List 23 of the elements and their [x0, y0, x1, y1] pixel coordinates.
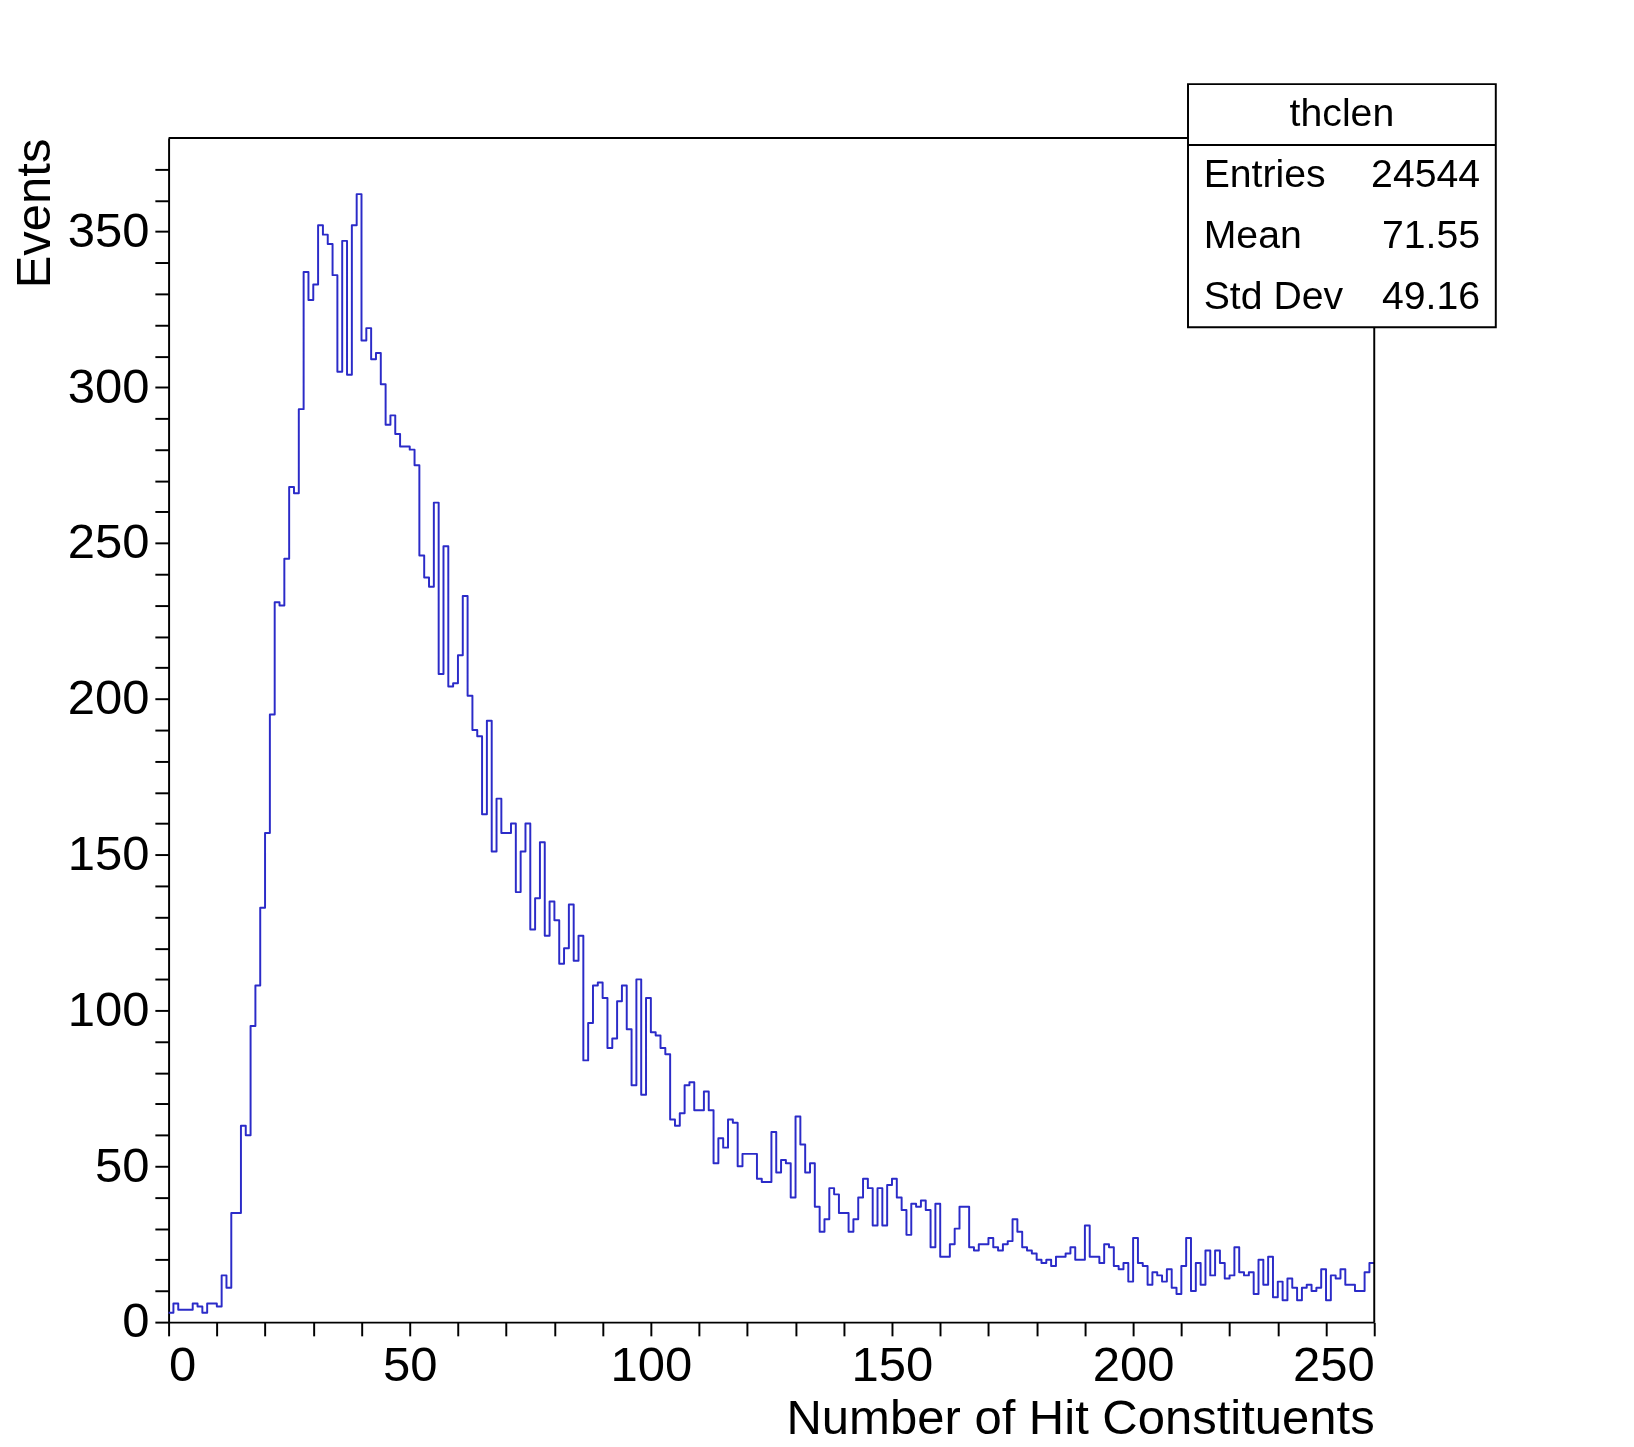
y-tick-label: 200	[67, 670, 150, 725]
y-tick-label: 350	[67, 202, 150, 257]
text: 49.16	[1382, 273, 1481, 317]
x-tick-label: 0	[169, 1337, 197, 1392]
annotation: Std Dev	[1203, 273, 1344, 317]
x-axis-title: Number of Hit Constituents	[786, 1390, 1375, 1445]
x-tick-label: 100	[610, 1337, 693, 1392]
text: 71.55	[1382, 212, 1481, 256]
x-tick-label: 50	[382, 1337, 438, 1392]
x-tick-label: 200	[1092, 1337, 1175, 1392]
y-tick-label: 250	[67, 514, 150, 569]
text: thclen	[1289, 91, 1395, 135]
annotation: Entries	[1203, 152, 1326, 196]
y-tick-label: 0	[122, 1293, 150, 1348]
y-tick-label: 50	[94, 1137, 150, 1192]
y-tick-label: 300	[67, 358, 150, 413]
annotation: Mean	[1203, 212, 1302, 256]
y-axis-title: Events	[6, 138, 61, 289]
y-tick-label: 150	[67, 825, 150, 880]
y-tick-label: 100	[67, 981, 150, 1036]
x-tick-label: 150	[851, 1337, 934, 1392]
annotation: 24544	[1371, 152, 1481, 196]
x-tick-label: 250	[1292, 1337, 1375, 1392]
